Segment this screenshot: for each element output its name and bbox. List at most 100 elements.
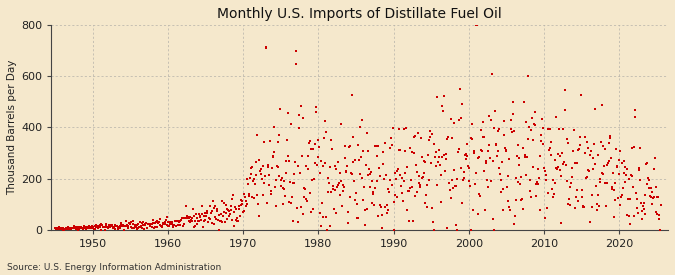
Point	[512, 180, 523, 184]
Point	[234, 214, 245, 218]
Point	[506, 130, 517, 135]
Point	[642, 161, 653, 166]
Point	[330, 164, 341, 168]
Point	[251, 160, 262, 165]
Point	[573, 148, 584, 153]
Point	[588, 156, 599, 161]
Point	[207, 221, 217, 225]
Point	[443, 135, 454, 139]
Point	[489, 228, 500, 232]
Point	[235, 198, 246, 202]
Point	[70, 227, 81, 231]
Point	[65, 226, 76, 231]
Point	[462, 153, 472, 158]
Point	[416, 136, 427, 140]
Point	[346, 172, 357, 176]
Point	[489, 125, 500, 130]
Point	[653, 217, 664, 221]
Point	[484, 143, 495, 147]
Point	[466, 137, 477, 142]
Point	[155, 224, 166, 229]
Point	[560, 88, 570, 92]
Point	[56, 227, 67, 231]
Point	[182, 214, 193, 219]
Point	[613, 158, 624, 162]
Point	[432, 95, 443, 99]
Point	[617, 161, 628, 165]
Point	[156, 224, 167, 229]
Point	[533, 182, 543, 186]
Point	[265, 139, 275, 143]
Point	[346, 171, 356, 176]
Point	[491, 143, 502, 148]
Point	[549, 181, 560, 185]
Point	[120, 223, 131, 228]
Point	[238, 210, 248, 214]
Point	[160, 222, 171, 226]
Point	[597, 171, 608, 175]
Point	[649, 156, 660, 160]
Point	[63, 226, 74, 230]
Point	[125, 221, 136, 226]
Point	[341, 169, 352, 173]
Point	[622, 197, 633, 201]
Point	[562, 137, 572, 141]
Point	[112, 227, 123, 231]
Point	[317, 214, 328, 219]
Point	[144, 222, 155, 226]
Point	[650, 185, 661, 189]
Point	[183, 216, 194, 220]
Point	[480, 161, 491, 166]
Point	[198, 225, 209, 230]
Point	[101, 224, 111, 228]
Point	[105, 223, 116, 228]
Point	[374, 166, 385, 170]
Point	[340, 144, 350, 148]
Point	[504, 205, 514, 209]
Point	[561, 178, 572, 183]
Point	[333, 181, 344, 185]
Point	[434, 148, 445, 152]
Point	[511, 176, 522, 180]
Point	[402, 188, 413, 193]
Point	[206, 211, 217, 216]
Point	[646, 186, 657, 190]
Point	[217, 213, 228, 218]
Point	[258, 163, 269, 168]
Point	[134, 225, 144, 229]
Point	[379, 177, 389, 182]
Point	[603, 141, 614, 145]
Point	[94, 222, 105, 227]
Point	[405, 146, 416, 150]
Point	[500, 146, 510, 150]
Point	[158, 221, 169, 226]
Point	[315, 171, 325, 175]
Point	[307, 207, 318, 211]
Point	[192, 221, 202, 226]
Point	[236, 202, 246, 207]
Point	[291, 62, 302, 66]
Point	[431, 150, 441, 154]
Point	[485, 118, 496, 122]
Point	[237, 202, 248, 206]
Point	[371, 179, 382, 183]
Point	[51, 226, 61, 230]
Point	[148, 221, 159, 226]
Point	[442, 226, 453, 230]
Point	[88, 226, 99, 231]
Point	[143, 222, 154, 226]
Point	[541, 173, 552, 178]
Point	[495, 172, 506, 177]
Point	[331, 185, 342, 189]
Point	[211, 209, 222, 214]
Point	[288, 219, 298, 223]
Point	[612, 164, 622, 168]
Point	[322, 189, 333, 194]
Point	[622, 213, 632, 217]
Point	[173, 219, 184, 224]
Point	[120, 219, 131, 223]
Point	[66, 227, 77, 231]
Point	[242, 177, 252, 182]
Point	[60, 226, 71, 230]
Point	[380, 205, 391, 209]
